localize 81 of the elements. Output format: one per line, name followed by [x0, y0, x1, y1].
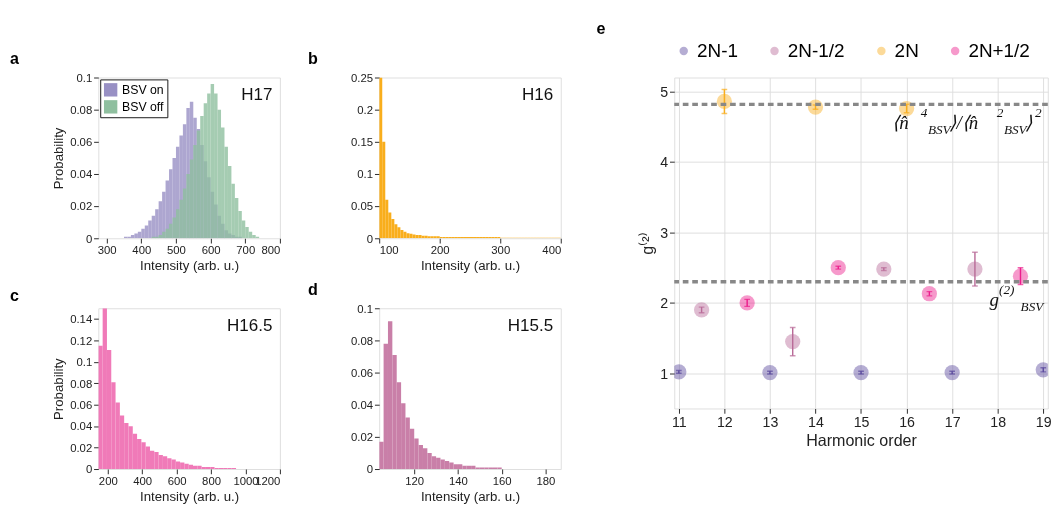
y-tick-label: 0.2 [357, 103, 374, 116]
legend-label: 2N-1 [696, 39, 738, 61]
legend-label: 2N-1/2 [787, 39, 845, 61]
annotation: H16 [522, 85, 554, 105]
y-axis-title: g⁽²⁾ [637, 232, 656, 255]
x-tick-label: 400 [132, 243, 152, 256]
x-tick-label: 12 [716, 413, 733, 430]
x-tick-label: 400 [542, 243, 562, 256]
y-tick-label: 0 [366, 232, 374, 245]
annotation: H15.5 [507, 315, 554, 335]
legend-label: BSV off [121, 99, 164, 114]
y-tick-label: 4 [660, 154, 669, 171]
x-tick-label: 18 [990, 413, 1007, 430]
x-tick-label: 15 [853, 413, 870, 430]
x-tick-label: 17 [944, 413, 961, 430]
x-tick-label: 19 [1035, 413, 1052, 430]
x-tick-label: 600 [167, 474, 187, 487]
y-tick-label: 0.14 [70, 313, 93, 326]
x-tick-label: 16 [899, 413, 916, 430]
y-tick-label: 1 [660, 365, 669, 382]
y-tick-label: 0.04 [70, 168, 93, 181]
y-tick-label: 3 [660, 224, 669, 241]
legend-label: 2N+1/2 [968, 39, 1030, 61]
y-tick-label: 0.08 [351, 334, 374, 347]
x-tick-label: 100 [379, 243, 399, 256]
x-axis-title: Intensity (arb. u.) [140, 257, 240, 273]
chart-title: a [10, 49, 21, 68]
x-axis-title: Intensity (arb. u.) [420, 257, 521, 273]
y-tick-label: 0.1 [357, 302, 374, 315]
chart-title: c [10, 285, 20, 304]
x-tick-label: 11 [671, 413, 687, 430]
y-tick-label: 0.02 [70, 200, 93, 213]
x-tick-label: 160 [492, 474, 512, 487]
annotation: H16.5 [226, 315, 273, 335]
y-tick-label: 0.06 [70, 399, 93, 411]
y-tick-label: 0.12 [70, 334, 93, 347]
y-tick-label: 0.02 [351, 431, 374, 444]
y-tick-label: 0.08 [70, 103, 93, 116]
x-tick-label: 140 [448, 474, 468, 487]
y-tick-label: 0 [366, 463, 374, 476]
x-axis-title: Intensity (arb. u.) [420, 488, 521, 504]
x-tick-label: 120 [405, 474, 425, 487]
annotation: H17 [241, 85, 273, 105]
x-tick-label: 180 [536, 474, 556, 487]
x-tick-label: 200 [98, 474, 118, 487]
chart-title: e [596, 19, 606, 38]
x-tick-label: 700 [236, 243, 256, 256]
x-tick-label: 400 [133, 474, 153, 487]
y-tick-label: 5 [660, 83, 669, 100]
y-axis-title: Probability [51, 357, 67, 420]
chart-title: d [307, 280, 318, 299]
chart-title: b [307, 49, 318, 68]
y-tick-label: 0.1 [357, 168, 374, 181]
y-tick-label: 0.15 [351, 136, 374, 149]
x-axis-title: Intensity (arb. u.) [140, 488, 240, 504]
y-tick-label: 0.25 [351, 71, 374, 84]
y-tick-label: 0.08 [70, 377, 93, 390]
y-tick-label: 0.06 [70, 136, 93, 149]
x-axis-title: Harmonic order [806, 430, 918, 449]
x-tick-label: 300 [491, 243, 511, 256]
y-tick-label: 0.04 [351, 399, 374, 411]
y-tick-label: 0 [85, 232, 93, 245]
x-tick-label: 13 [762, 413, 779, 430]
x-tick-label: 600 [201, 243, 221, 256]
legend-label: 2N [894, 39, 919, 61]
x-tick-label: 200 [430, 243, 450, 256]
x-tick-label: 300 [97, 243, 117, 256]
x-tick-label: 14 [808, 413, 824, 430]
legend-label: BSV on [121, 82, 164, 97]
x-tick-label: 500 [166, 243, 186, 256]
y-tick-label: 0.05 [351, 200, 374, 213]
x-tick-label: 800 [202, 474, 222, 487]
y-tick-label: 0.06 [351, 366, 374, 379]
y-axis-title: Probability [51, 127, 67, 190]
y-tick-label: 0 [85, 463, 93, 476]
y-tick-label: 0.1 [76, 71, 93, 84]
y-tick-label: 0.04 [70, 420, 93, 433]
x-tick-label: 800 [261, 243, 281, 256]
y-tick-label: 2 [660, 295, 669, 312]
y-tick-label: 0.02 [70, 441, 93, 454]
y-tick-label: 0.1 [76, 356, 93, 369]
